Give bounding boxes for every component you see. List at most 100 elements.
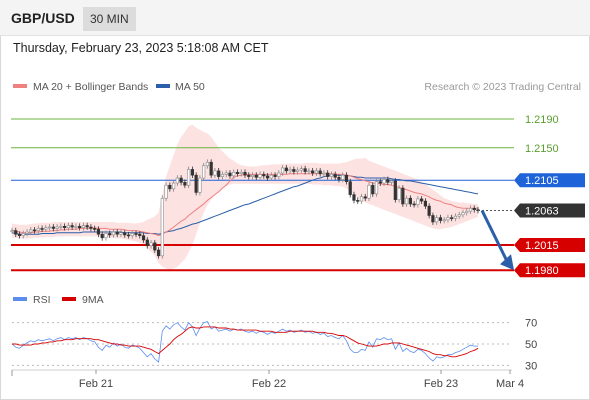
candle-body <box>119 232 123 235</box>
rsi-ma-line <box>12 326 479 358</box>
candle-body <box>389 180 394 183</box>
candle-body <box>431 215 435 223</box>
candle-body <box>404 197 409 205</box>
candle-body <box>145 239 149 247</box>
ma50-legend-label: MA 50 <box>175 81 205 93</box>
candle-body <box>198 177 202 193</box>
candle-body <box>202 165 206 179</box>
candle-body <box>386 179 390 183</box>
candle-body <box>239 171 243 175</box>
candle-body <box>465 210 469 213</box>
rsi-line <box>11 321 478 363</box>
candle-body <box>187 169 191 186</box>
candle-body <box>21 233 25 236</box>
level-tag <box>514 238 585 252</box>
candle-body <box>63 225 67 229</box>
candle-body <box>468 207 473 212</box>
level-label: 1.1980 <box>525 265 559 277</box>
candle-body <box>288 169 292 172</box>
candle-body <box>450 217 454 219</box>
candle-body <box>115 231 119 235</box>
ma50-line <box>11 174 479 235</box>
candle-body <box>160 197 164 257</box>
candle-body <box>44 227 48 230</box>
candle-body <box>126 234 131 237</box>
time-tick-label: Feb 21 <box>79 378 113 390</box>
candle-body <box>134 233 138 235</box>
candle-body <box>363 196 367 199</box>
candle-body <box>337 177 341 180</box>
candle-body <box>17 233 22 236</box>
projection-arrow <box>480 209 509 262</box>
candle-body <box>453 215 458 219</box>
candle-body <box>329 174 334 177</box>
candle-body <box>427 205 431 216</box>
ma20-legend-label: MA 20 + Bollinger Bands <box>33 81 148 93</box>
candle-body <box>194 174 198 193</box>
candle-body <box>247 174 251 177</box>
candle-body <box>81 225 86 229</box>
candle-body <box>59 225 63 228</box>
candle-body <box>303 168 307 172</box>
candle-body <box>322 172 326 175</box>
candle-body <box>457 214 461 217</box>
candle-body <box>258 174 262 178</box>
time-axis: Feb 21 Feb 22 Feb 23 Mar 4 <box>11 370 524 390</box>
level-label: 1.2015 <box>525 240 559 252</box>
level-label: 1.2105 <box>525 175 559 187</box>
candle-body <box>318 170 322 175</box>
candle-body <box>25 231 29 234</box>
candle-body <box>217 170 221 177</box>
rsi-tick-label: 70 <box>525 318 537 330</box>
candle-body <box>262 174 266 177</box>
projection-arrowhead <box>500 254 514 271</box>
candle-body <box>51 226 55 229</box>
candle-body <box>311 170 315 174</box>
time-tick-label: Mar 4 <box>496 378 524 390</box>
timeframe-button[interactable]: 30 MIN <box>83 7 136 31</box>
candle-body <box>209 161 213 176</box>
candle-body <box>307 170 311 173</box>
candle-body <box>408 197 412 205</box>
candle-body <box>190 169 194 176</box>
candle-body <box>171 182 176 190</box>
last-price-tag <box>514 203 585 218</box>
rsi-legend-label: RSI <box>33 294 51 306</box>
candle-body <box>168 184 172 190</box>
candle-body <box>104 233 108 239</box>
candle-body <box>78 225 82 229</box>
rsi-tick-label: 30 <box>525 360 537 372</box>
candle-body <box>461 212 465 216</box>
candle-body <box>85 225 89 228</box>
candle-body <box>326 172 330 177</box>
candle-body <box>420 198 424 202</box>
candle-body <box>153 242 157 251</box>
candle-body <box>314 170 319 174</box>
level-label: 1.2150 <box>525 143 559 155</box>
candle-body <box>359 196 364 202</box>
candle-body <box>367 184 371 199</box>
candle-body <box>36 228 40 231</box>
candle-body <box>156 249 161 257</box>
candle-body <box>224 172 228 175</box>
candle-body <box>296 169 300 172</box>
price-panel: 1.2190 1.2150 1.2105 1.2015 1.1980 1.2063 <box>10 114 585 278</box>
candle-body <box>175 177 179 184</box>
rsi-tick-label: 50 <box>525 339 537 351</box>
candle-body <box>356 200 360 202</box>
candle-body <box>292 169 296 172</box>
candle-body <box>123 232 127 236</box>
datetime-label: Thursday, February 23, 2023 5:18:08 AM C… <box>13 41 269 55</box>
chart-header: GBP/USD 30 MIN <box>0 0 590 36</box>
candle-body <box>111 231 116 236</box>
candle-body <box>70 225 74 228</box>
candle-body <box>66 225 70 229</box>
candle-body <box>269 174 273 179</box>
rsi-panel: 70 50 30 <box>11 318 537 372</box>
candle-body <box>265 175 270 179</box>
candle-body <box>378 181 382 184</box>
candle-body <box>10 230 14 232</box>
candle-body <box>344 174 349 182</box>
candle-body <box>130 233 134 236</box>
candle-body <box>205 161 210 167</box>
